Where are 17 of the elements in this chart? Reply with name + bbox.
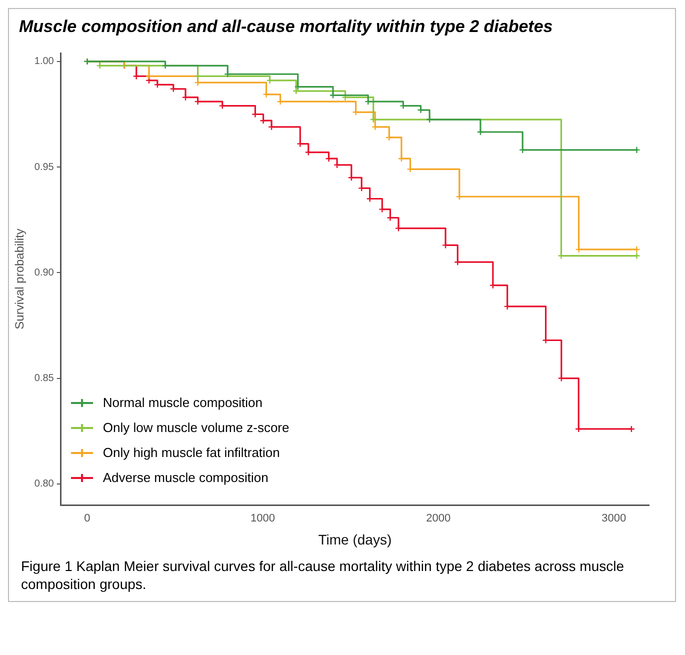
x-tick-label: 2000 — [426, 512, 451, 525]
y-tick-label: 1.00 — [34, 56, 54, 68]
y-tick-label: 0.95 — [34, 162, 54, 173]
y-tick-label: 0.80 — [34, 478, 54, 490]
legend-label: Adverse muscle composition — [102, 470, 268, 485]
legend-label: Normal muscle composition — [102, 395, 263, 410]
caption: Figure 1 Kaplan Meier survival curves for all-cause mortality within type 2 diabetes across muscle composition groups. — [20, 557, 626, 594]
x-tick-label: 1000 — [250, 512, 276, 525]
legend-label: Only high muscle fat infiltration — [102, 445, 280, 460]
y-tick-label: 0.90 — [34, 267, 54, 278]
legend-label: Only low muscle volume z-score — [102, 420, 290, 435]
y-axis-title: Survival probability — [12, 228, 27, 330]
x-tick-label: 0 — [84, 512, 90, 525]
chart-title: Muscle composition and all-cause mortality within type 2 diabetes — [18, 16, 554, 38]
y-tick-label: 0.85 — [34, 373, 54, 384]
x-tick-label: 3000 — [602, 512, 626, 525]
x-axis-title: Time (days) — [318, 531, 392, 548]
